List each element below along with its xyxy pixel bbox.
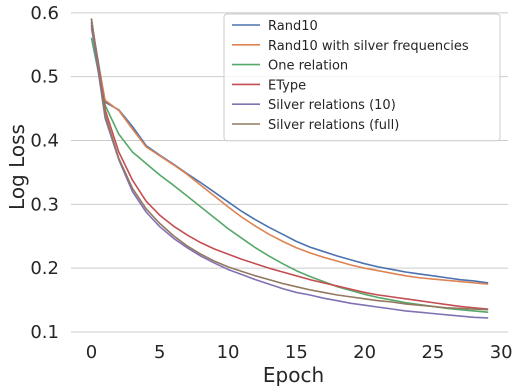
legend-box <box>223 13 501 142</box>
legend-entry-label: One relation <box>268 59 348 74</box>
x-tick-label: 5 <box>154 342 165 363</box>
y-tick-label: 0.4 <box>30 131 59 152</box>
y-tick-label: 0.5 <box>30 67 59 88</box>
legend: Rand10 Rand10 with silver frequencies One … <box>223 13 501 142</box>
x-tick-label: 30 <box>490 342 513 363</box>
legend-entry-label: Rand10 with silver frequencies <box>268 39 469 54</box>
x-tick-label: 10 <box>217 342 240 363</box>
series-line-5 <box>90 24 489 319</box>
y-axis-ticks: 0.1 0.2 0.3 0.4 0.5 0.6 <box>30 3 59 343</box>
legend-entry-label: EType <box>268 78 306 93</box>
series-line-4 <box>90 18 489 310</box>
x-axis-label: Epoch <box>263 363 324 386</box>
x-tick-label: 15 <box>285 342 308 363</box>
x-tick-label: 25 <box>421 342 444 363</box>
series-line-6 <box>90 18 489 311</box>
y-tick-label: 0.2 <box>30 258 59 279</box>
x-axis-ticks: 0 5 10 15 20 25 30 <box>86 342 513 363</box>
x-tick-label: 20 <box>353 342 376 363</box>
y-axis-label: Log Loss <box>5 124 29 210</box>
series-lines <box>90 18 489 319</box>
legend-entry-label: Silver relations (full) <box>268 118 399 133</box>
y-tick-label: 0.6 <box>30 3 59 24</box>
legend-entry-label: Silver relations (10) <box>268 98 396 113</box>
legend-entry-label: Rand10 <box>268 19 318 34</box>
x-tick-label: 0 <box>86 342 97 363</box>
series-line-2 <box>90 28 489 285</box>
y-tick-label: 0.1 <box>30 322 59 343</box>
y-tick-label: 0.3 <box>30 194 59 215</box>
